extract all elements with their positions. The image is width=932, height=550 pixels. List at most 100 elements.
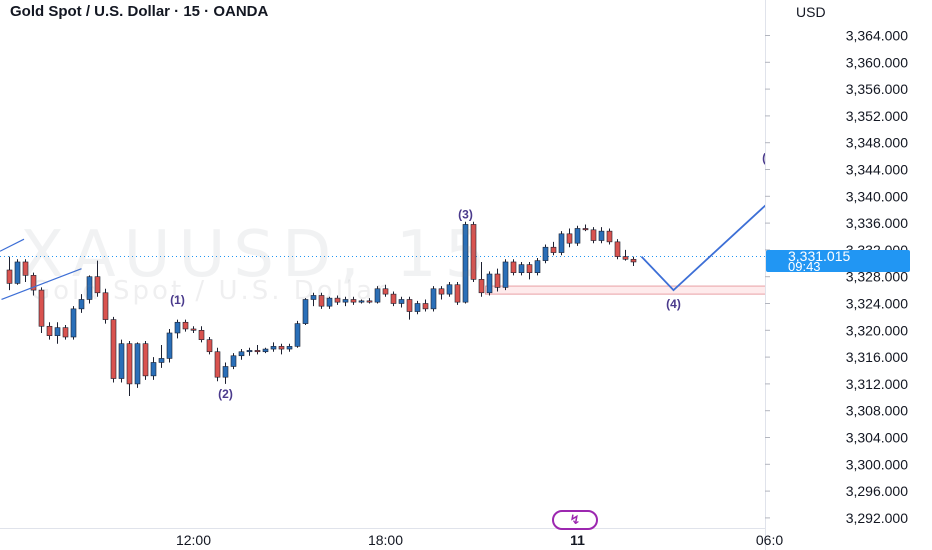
candle-body (526, 264, 533, 273)
candle (110, 316, 117, 383)
wave-label: (3) (458, 207, 473, 221)
time-tick-label: 11 (570, 532, 585, 548)
candle (62, 324, 69, 340)
candle-body (478, 279, 485, 294)
candle-body (278, 346, 285, 350)
candle (630, 256, 637, 266)
candle (318, 292, 325, 309)
candle-body (382, 288, 389, 295)
time-tick-label: 18:00 (368, 532, 403, 548)
candle (150, 357, 157, 380)
candle (278, 343, 285, 355)
price-tick-label: 3,360.000 (846, 54, 908, 70)
candle (622, 249, 629, 261)
candle-body (110, 319, 117, 379)
currency-label[interactable]: USD (796, 4, 826, 20)
price-tick-label: 3,296.000 (846, 483, 908, 499)
candle (166, 328, 173, 363)
candle-body (486, 273, 493, 294)
candle (22, 259, 29, 283)
time-tick-label: 06:0 (756, 532, 783, 548)
candle (438, 286, 445, 300)
candle (478, 261, 485, 297)
candle-body (262, 348, 269, 353)
candle-body (358, 300, 365, 303)
candle (598, 227, 605, 244)
candle (382, 284, 389, 297)
lightning-bolt-icon[interactable]: ↯ (552, 510, 598, 530)
candle-body (550, 246, 557, 253)
wave-label: (4) (666, 297, 681, 311)
candle-body (294, 323, 301, 347)
candle (78, 294, 85, 313)
candle-body (78, 299, 85, 310)
candle (158, 345, 165, 368)
candle-body (494, 273, 501, 288)
candle-body (406, 299, 413, 312)
candle (38, 287, 45, 333)
price-tick-label: 3,324.000 (846, 296, 908, 312)
candle (182, 319, 189, 332)
candle (6, 256, 13, 291)
candle (550, 241, 557, 256)
candle (502, 259, 509, 291)
candle (518, 261, 525, 276)
candle-body (270, 346, 277, 350)
candle (614, 239, 621, 260)
candle (510, 259, 517, 276)
last-price-value: 3,331.015 (788, 248, 851, 264)
price-tick-label: 3,312.000 (846, 376, 908, 392)
candle (190, 326, 197, 333)
candle (590, 227, 597, 244)
candle (446, 282, 453, 297)
price-tick-label: 3,364.000 (846, 28, 908, 44)
candle (606, 228, 613, 245)
candle (174, 319, 181, 339)
candle-body (54, 327, 61, 336)
candle-body (6, 269, 13, 284)
candle (262, 347, 269, 354)
candle (526, 261, 533, 280)
candle (566, 228, 573, 248)
candle-body (182, 321, 189, 330)
candle-body (246, 350, 253, 353)
candle-body (166, 332, 173, 359)
candle-body (374, 288, 381, 303)
candle-body (350, 299, 357, 303)
candle-body (38, 289, 45, 327)
candle (350, 296, 357, 305)
candle (46, 322, 53, 340)
candle-body (174, 321, 181, 334)
candle (206, 337, 213, 355)
candle (430, 286, 437, 312)
candle-body (326, 297, 333, 307)
trend-line[interactable] (1, 268, 82, 301)
candle (254, 345, 261, 355)
candle-body (222, 366, 229, 378)
candle-body (14, 261, 21, 284)
support-zone[interactable] (485, 285, 798, 295)
candle (230, 353, 237, 370)
price-tick-label: 3,320.000 (846, 322, 908, 338)
candle (398, 296, 405, 308)
candle-body (214, 351, 221, 378)
trend-line-upper[interactable] (0, 238, 25, 252)
candle (334, 295, 341, 305)
candle (374, 286, 381, 304)
candle (294, 320, 301, 348)
candle-body (102, 292, 109, 320)
candle (118, 339, 125, 383)
price-tick-label: 3,292.000 (846, 510, 908, 526)
candle-body (366, 300, 373, 303)
candle-body (230, 355, 237, 367)
candle-body (454, 284, 461, 303)
candle-body (22, 261, 29, 276)
price-tick-label: 3,316.000 (846, 349, 908, 365)
candle (422, 299, 429, 312)
price-tick-label: 3,308.000 (846, 403, 908, 419)
candle-body (142, 343, 149, 377)
candle-body (414, 303, 421, 312)
candle-body (158, 358, 165, 363)
